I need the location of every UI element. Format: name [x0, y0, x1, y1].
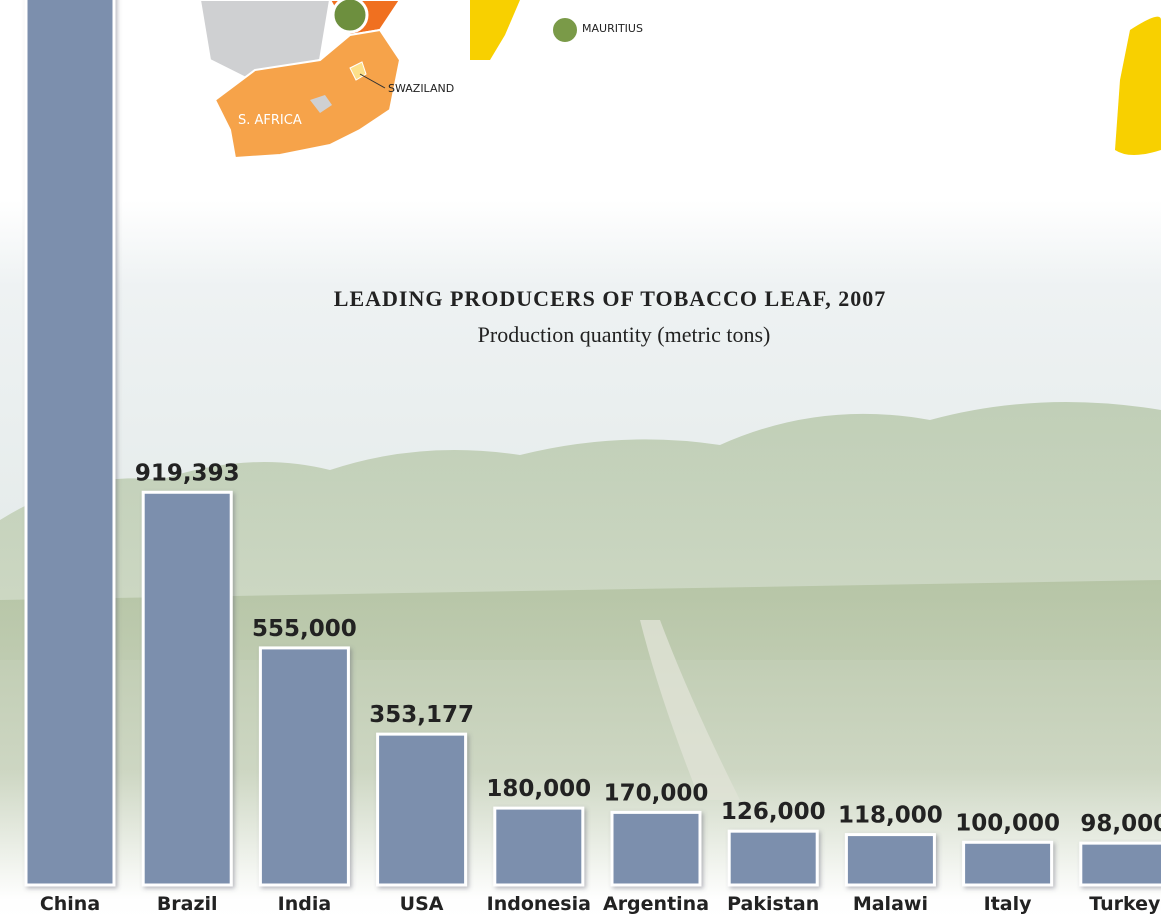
map-country: [1115, 17, 1161, 155]
x-tick-label: China: [40, 893, 100, 915]
map-photo: [552, 17, 578, 43]
value-label: 118,000: [838, 803, 943, 829]
value-label: 555,000: [252, 616, 357, 642]
bar: [26, 0, 114, 885]
chart: MAURITIUS SWAZILAND S. AFRICA LEADING PR…: [0, 0, 1161, 920]
value-label: 180,000: [486, 776, 591, 802]
chart-title: LEADING PRODUCERS OF TOBACCO LEAF, 2007: [334, 286, 886, 311]
bar: [1081, 843, 1161, 885]
x-tick-label: Malawi: [853, 893, 928, 915]
x-tick-label: Indonesia: [487, 893, 591, 915]
chart-subtitle: Production quantity (metric tons): [478, 322, 771, 347]
value-label: 98,000: [1080, 811, 1161, 837]
bar: [143, 492, 231, 885]
map-label: SWAZILAND: [388, 82, 454, 95]
bar: [260, 648, 348, 885]
map-label: S. AFRICA: [238, 113, 302, 128]
value-label: 353,177: [369, 702, 474, 728]
bar: [964, 842, 1052, 885]
map-label: MAURITIUS: [582, 22, 643, 35]
map-country: [470, 0, 520, 60]
map-photo: [333, 0, 367, 32]
x-tick-label: Brazil: [157, 893, 218, 915]
value-label: 919,393: [135, 460, 240, 486]
x-tick-label: Italy: [984, 893, 1032, 915]
x-tick-label: Turkey: [1089, 893, 1161, 915]
value-label: 170,000: [604, 780, 709, 806]
x-tick-label: Argentina: [603, 893, 709, 915]
bar: [378, 734, 466, 885]
page: MAURITIUS SWAZILAND S. AFRICA LEADING PR…: [0, 0, 1161, 920]
value-label: 100,000: [955, 810, 1060, 836]
bar: [729, 831, 817, 885]
bar: [612, 812, 700, 885]
bar: [846, 835, 934, 885]
x-tick-label: India: [278, 893, 332, 915]
value-label: 126,000: [721, 799, 826, 825]
bar: [495, 808, 583, 885]
x-tick-label: Pakistan: [727, 893, 819, 915]
x-tick-label: USA: [400, 893, 444, 915]
